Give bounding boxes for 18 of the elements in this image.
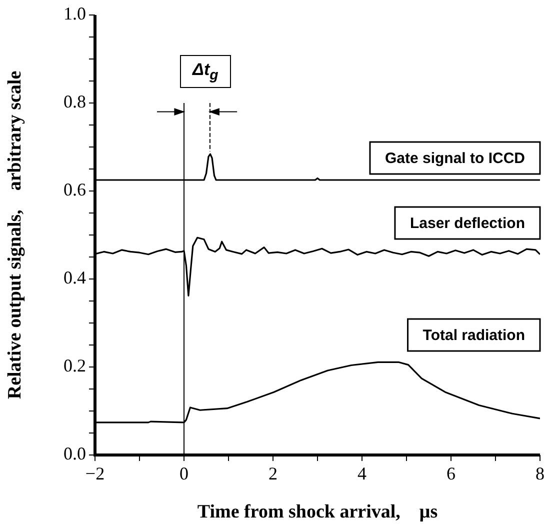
series-label: Total radiation — [422, 327, 526, 344]
x-tick-label: −2 — [85, 464, 105, 484]
x-tick-label: 2 — [268, 464, 278, 484]
series-label: Laser deflection — [410, 215, 526, 232]
x-tick-label: 4 — [358, 464, 366, 484]
y-tick-label: 0.6 — [64, 180, 86, 200]
x-tick-label: 0 — [180, 464, 188, 484]
series-label: Gate signal to ICCD — [384, 150, 526, 168]
x-axis-title: Time from shock arrival, μs — [197, 502, 438, 523]
y-tick-label: 0.0 — [64, 444, 86, 464]
y-tick-label: 0.4 — [64, 268, 86, 288]
y-axis-title: Relative output signals, arbitrary scale — [4, 70, 26, 400]
x-tick-label: 8 — [536, 464, 544, 484]
annotation: Δt$_{g}$ — [180, 55, 232, 88]
y-tick-label: 0.2 — [64, 356, 86, 376]
x-tick-label: 6 — [446, 464, 456, 484]
y-tick-label: 0.8 — [64, 92, 86, 112]
y-tick-label: 1.0 — [64, 4, 86, 24]
